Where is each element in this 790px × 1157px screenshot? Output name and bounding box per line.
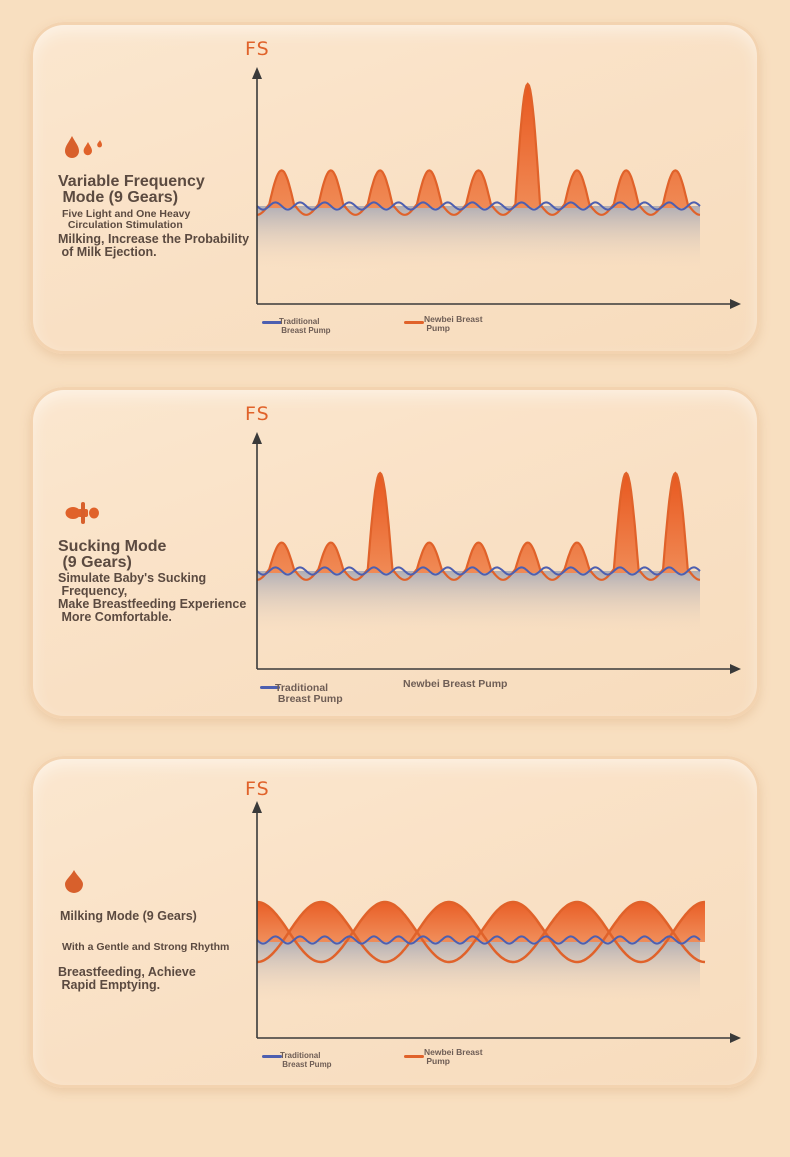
panel-subtitle: Five Light and One Heavy Circulation Sti…: [62, 208, 191, 231]
x-axis-arrow: [730, 664, 741, 674]
pacifier-icon: [65, 502, 99, 524]
legend-traditional-swatch: [260, 686, 280, 689]
panel-subtitle: With a Gentle and Strong Rhythm: [62, 941, 230, 953]
newbei-filled-area: [257, 84, 700, 208]
y-axis-arrow: [252, 432, 262, 444]
legend-traditional-label: Traditional Breast Pump: [275, 682, 343, 705]
traditional-line: [256, 935, 701, 945]
legend-newbei-label: Newbei Breast Pump: [403, 678, 508, 690]
newbei-line: [256, 82, 701, 216]
panel-description: Breastfeeding, Achieve Rapid Emptying.: [58, 965, 196, 992]
panel-title: Sucking Mode (9 Gears): [58, 538, 167, 571]
legend-traditional-swatch: [262, 1055, 282, 1058]
newbei-line: [256, 471, 701, 581]
x-axis-arrow: [730, 299, 741, 309]
droplets-icon: [65, 136, 102, 158]
chart-sucking-mode: [252, 432, 741, 674]
panel-variable-frequency: FS Variable Frequency Mode (9 Gears) Fiv…: [30, 22, 760, 354]
chart-variable-frequency: [252, 67, 741, 309]
panel-description: Milking, Increase the Probability of Mil…: [58, 232, 250, 259]
newbei-line-b: [256, 900, 706, 964]
drop-icon: [65, 870, 83, 893]
panel-title: Variable Frequency Mode (9 Gears): [58, 173, 205, 206]
legend-newbei-swatch: [404, 1055, 424, 1058]
baseline-shading: [257, 571, 700, 635]
legend-traditional-label: Traditional Breast Pump: [280, 1051, 332, 1069]
baseline-shading: [257, 206, 700, 270]
panel-milking-mode: FS Milking Mode (9 Gears) With a Gentle …: [30, 756, 760, 1088]
y-axis-arrow: [252, 67, 262, 79]
fs-axis-label: FS: [245, 778, 270, 800]
legend-newbei-swatch: [404, 321, 424, 324]
legend-newbei-label: Newbei Breast Pump: [424, 1047, 483, 1066]
traditional-line: [256, 201, 701, 211]
baseline-shading: [257, 940, 700, 1004]
legend-traditional-label: Traditional Breast Pump: [279, 317, 331, 335]
fs-axis-label: FS: [245, 38, 270, 60]
panel-description: Simulate Baby's Sucking Frequency, Make …: [58, 571, 247, 624]
panel-title: Milking Mode (9 Gears): [60, 909, 197, 923]
chart-milking-mode: [252, 801, 741, 1043]
fs-axis-label: FS: [245, 403, 270, 425]
traditional-line: [256, 566, 701, 576]
panel-sucking-mode: FS Sucking Mode (9 Gears) Simulate Baby'…: [30, 387, 760, 719]
legend-newbei-label: Newbei Breast Pump: [424, 314, 483, 333]
x-axis-arrow: [730, 1033, 741, 1043]
y-axis-arrow: [252, 801, 262, 813]
newbei-filled-area: [257, 473, 700, 573]
legend-traditional-swatch: [262, 321, 282, 324]
